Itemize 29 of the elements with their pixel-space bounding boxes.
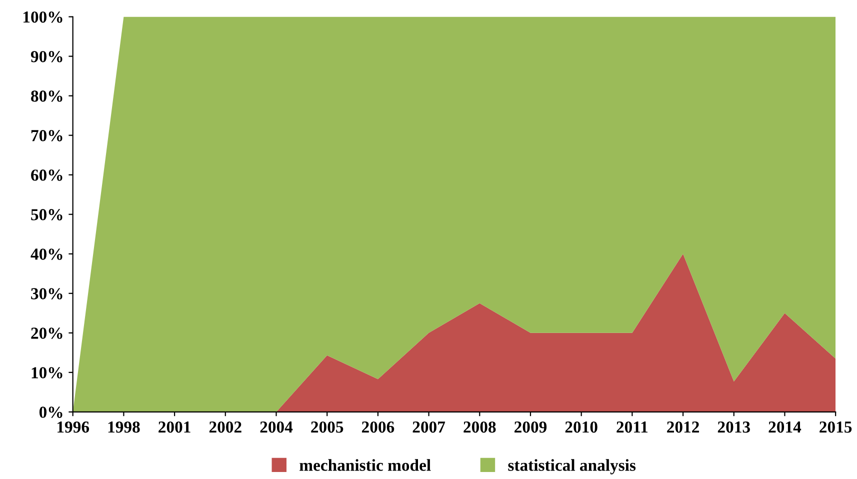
x-tick-label: 2008 xyxy=(464,421,496,433)
y-tick-label: 60% xyxy=(31,170,62,181)
x-tick-label: 2002 xyxy=(209,421,242,433)
x-tick-label: 2015 xyxy=(820,421,852,433)
x-tick-label: 2005 xyxy=(311,421,344,433)
x-tick-label: 2010 xyxy=(565,421,598,433)
x-tick-label: 1996 xyxy=(58,421,90,433)
legend-label: statistical analysis xyxy=(508,459,636,474)
x-tick-label: 2014 xyxy=(768,421,802,433)
legend-label: mechanistic model xyxy=(300,459,431,471)
y-tick-label: 10% xyxy=(32,367,62,378)
x-tick-label: 2001 xyxy=(158,421,190,433)
x-tick-label: 2012 xyxy=(667,421,699,433)
y-tick-label: 50% xyxy=(31,209,62,220)
x-tick-label: 2013 xyxy=(718,421,750,433)
x-tick-label: 2011 xyxy=(616,421,648,433)
y-tick-label: 40% xyxy=(30,248,62,260)
y-tick-label: 90% xyxy=(30,50,62,62)
x-tick-label: 2009 xyxy=(514,421,547,433)
x-tick-label: 2006 xyxy=(362,421,394,433)
y-tick-label: 70% xyxy=(31,130,62,142)
y-tick-label: 30% xyxy=(31,288,62,300)
y-tick-label: 80% xyxy=(31,90,62,102)
y-tick-label: 0% xyxy=(39,406,62,418)
x-tick-label: 1998 xyxy=(108,421,140,433)
y-tick-label: 100% xyxy=(23,11,62,23)
x-tick-label: 2007 xyxy=(412,421,446,433)
y-tick-label: 20% xyxy=(31,328,62,339)
x-tick-label: 2004 xyxy=(260,421,293,433)
